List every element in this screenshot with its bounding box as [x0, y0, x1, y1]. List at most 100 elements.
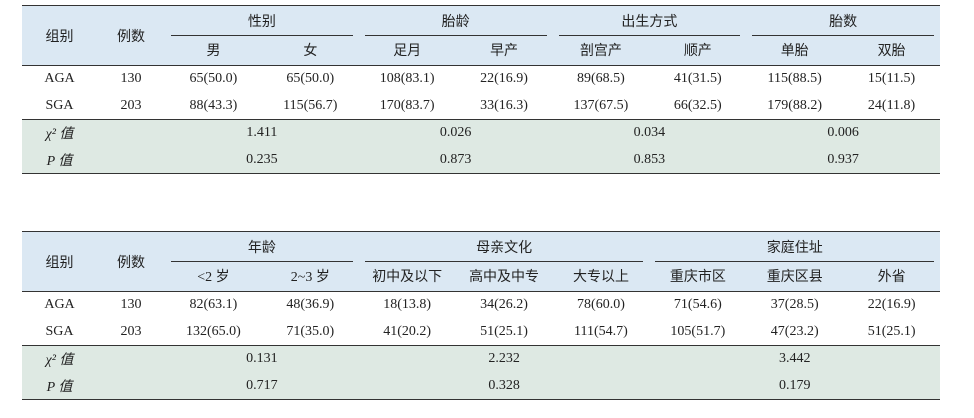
cell: 130 — [120, 297, 142, 313]
cell — [97, 373, 165, 400]
sub-header: <2 岁 — [197, 270, 230, 286]
cell: 130 — [120, 71, 142, 87]
cell: 18(13.8) — [383, 297, 432, 313]
header-cell: 组别 — [45, 29, 74, 45]
stat-value: 0.717 — [246, 377, 278, 393]
cell: SGA — [45, 323, 74, 339]
cell: 137(67.5) — [573, 97, 629, 113]
sub-header: 顺产 — [683, 44, 712, 60]
group-header: 出生方式 — [553, 6, 747, 36]
stat-row: P 值 0.717 0.328 0.179 — [22, 372, 941, 400]
stats-body: χ² 值 0.131 2.232 3.442 P 值 0.717 0.328 0.179 — [22, 345, 941, 400]
group-header: 母亲文化 — [359, 232, 650, 262]
stats-body: χ² 值 1.411 0.026 0.034 0.006 P 值 0.235 0.873 0.8… — [22, 119, 940, 174]
header-row: 组别 例数 年龄 母亲文化 家庭住址 — [22, 231, 941, 271]
data-row: AGA 130 65(50.0) 65(50.0) 108(83.1) 22(16.9) 8… — [22, 66, 940, 93]
group-header: 胎龄 — [359, 6, 553, 36]
cell: 203 — [120, 323, 142, 339]
cell: 108(83.1) — [379, 71, 435, 87]
cell: 47(23.2) — [770, 323, 819, 339]
cell: AGA — [44, 71, 75, 87]
cell — [97, 346, 165, 373]
data-row: AGA 130 82(63.1) 48(36.9) 18(13.8) 34(26.2) 78… — [22, 292, 940, 319]
sub-header: 双胎 — [877, 44, 906, 60]
sub-header: 大专以上 — [572, 270, 629, 286]
cell — [97, 147, 165, 174]
header-cell: 组别 — [45, 255, 74, 271]
cell: 115(88.5) — [767, 71, 822, 87]
stat-value: 2.232 — [488, 351, 520, 367]
data-body: AGA 130 82(63.1) 48(36.9) 18(13.8) 34(26.2) 78… — [22, 292, 941, 346]
sub-header: 男 — [206, 44, 221, 60]
sub-header: 高中及中专 — [469, 270, 540, 286]
cell: 105(51.7) — [670, 323, 726, 339]
cell: 51(25.1) — [480, 323, 528, 339]
cell: 132(65.0) — [186, 323, 241, 339]
cell: 66(32.5) — [673, 97, 722, 113]
sub-header: 早产 — [490, 44, 519, 60]
group-header: 性别 — [165, 6, 359, 36]
cell: 51(25.1) — [867, 323, 916, 339]
data-table: 组别 例数 年龄 母亲文化 家庭住址 <2 岁 2~3 岁 初中及以下 高中及中专 大专以上 重庆市… — [22, 231, 941, 400]
stat-value: 0.179 — [778, 377, 811, 393]
sub-header: 剖宫产 — [579, 44, 622, 60]
sub-header: 2~3 岁 — [290, 270, 330, 286]
stat-row: χ² 值 1.411 0.026 0.034 0.006 — [22, 119, 940, 147]
sub-header: 初中及以下 — [372, 270, 443, 286]
stat-row: χ² 值 0.131 2.232 3.442 — [22, 345, 941, 373]
cell: 89(68.5) — [577, 71, 625, 87]
stat-label: χ² 值 — [45, 127, 74, 143]
stat-value: 1.411 — [246, 125, 278, 141]
header-cell: 例数 — [117, 29, 145, 45]
stat-value: 0.034 — [633, 125, 666, 141]
cell: 22(16.9) — [867, 297, 916, 313]
stat-value: 0.328 — [488, 377, 520, 393]
header: 组别 例数 年龄 母亲文化 家庭住址 <2 岁 2~3 岁 初中及以下 高中及中专 大专以上 重庆市… — [22, 231, 941, 292]
data-row: SGA 203 88(43.3) 115(56.7) 170(83.7) 33(16.3)… — [22, 93, 940, 120]
group-header: 胎数 — [746, 6, 940, 36]
sub-header: 重庆市区 — [669, 270, 726, 286]
stat-label: P 值 — [46, 153, 73, 169]
stat-value: 0.006 — [827, 125, 859, 141]
data-table: 组别 例数 性别 胎龄 出生方式 胎数男 女 足月 早产 剖宫产 顺产 单胎 双胎 AGA 130 65(50… — [22, 5, 940, 174]
stat-value: 0.873 — [439, 151, 472, 167]
cell: 82(63.1) — [189, 297, 238, 313]
header-row: 男 女 足月 早产 剖宫产 顺产 单胎 双胎 — [22, 35, 940, 66]
cell: SGA — [45, 97, 74, 113]
header: 组别 例数 性别 胎龄 出生方式 胎数男 女 足月 早产 剖宫产 顺产 单胎 双胎 — [22, 5, 940, 66]
cell: 78(60.0) — [577, 297, 625, 313]
stat-label: χ² 值 — [45, 353, 74, 369]
cell: 41(20.2) — [383, 323, 432, 339]
cell: 88(43.3) — [189, 97, 238, 113]
cell: 71(35.0) — [286, 323, 335, 339]
data-row: SGA 203 132(65.0) 71(35.0) 41(20.2) 51(25.1) 1… — [22, 319, 941, 346]
sub-header: 足月 — [393, 44, 422, 60]
group-header: 家庭住址 — [649, 232, 940, 262]
cell: 22(16.9) — [480, 71, 528, 87]
header-row: 组别 例数 性别 胎龄 出生方式 胎数 — [22, 5, 940, 45]
stat-value: 3.442 — [778, 351, 811, 367]
data-body: AGA 130 65(50.0) 65(50.0) 108(83.1) 22(16.9) 8… — [22, 66, 940, 120]
stat-label: P 值 — [46, 379, 73, 395]
sub-header: 女 — [303, 44, 318, 60]
cell: 115(56.7) — [283, 97, 338, 113]
stat-row: P 值 0.235 0.873 0.853 0.937 — [22, 146, 940, 174]
cell: 34(26.2) — [480, 297, 528, 313]
cell: 37(28.5) — [770, 297, 819, 313]
stat-value: 0.026 — [439, 125, 472, 141]
group-header: 年龄 — [165, 232, 359, 262]
sub-header: 单胎 — [780, 44, 809, 60]
cell: 33(16.3) — [480, 97, 528, 113]
cell: 203 — [120, 97, 142, 113]
header-row: <2 岁 2~3 岁 初中及以下 高中及中专 大专以上 重庆市区 重庆区县 外省 — [22, 261, 941, 292]
cell: AGA — [44, 297, 75, 313]
stat-value: 0.853 — [633, 151, 666, 167]
cell: 111(54.7) — [574, 323, 628, 339]
cell: 15(11.5) — [867, 71, 916, 87]
cell — [97, 120, 165, 147]
stat-value: 0.235 — [246, 151, 278, 167]
cell: 41(31.5) — [673, 71, 722, 87]
cell: 48(36.9) — [286, 297, 335, 313]
cell: 71(54.6) — [673, 297, 722, 313]
